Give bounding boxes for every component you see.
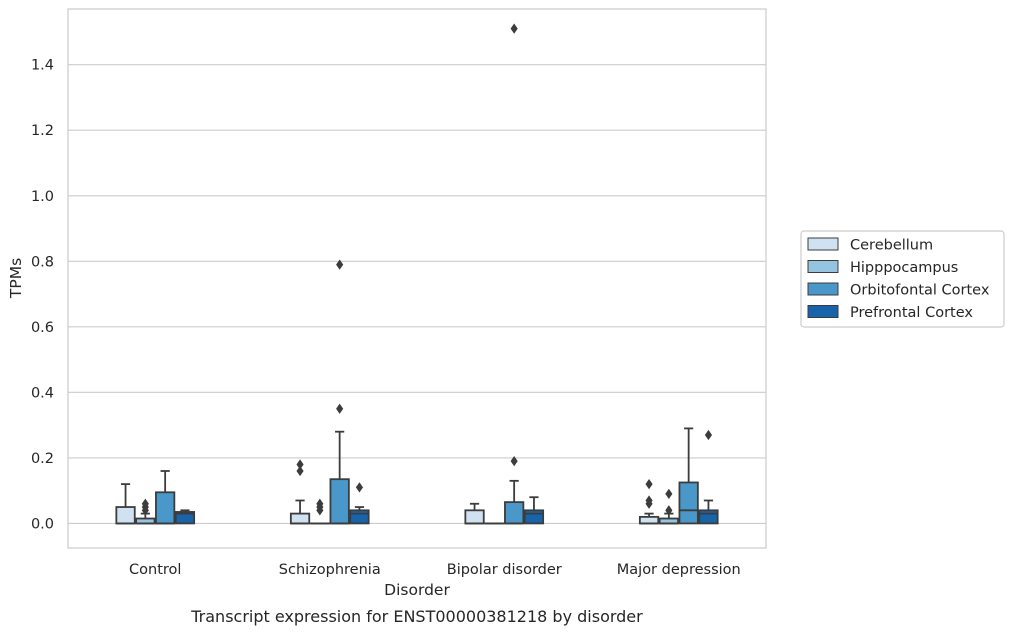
outlier-point	[141, 498, 149, 509]
box-cerebellum	[638, 478, 660, 525]
outlier-point	[645, 478, 653, 490]
x-axis-label: Disorder	[384, 581, 450, 599]
box-orbitofontal-cortex	[155, 470, 176, 525]
y-tick-label: 0.8	[31, 254, 54, 270]
outlier-point	[645, 495, 653, 506]
x-tick-label: Schizophrenia	[279, 562, 381, 578]
y-axis-tick-labels: 0.0 0.2 0.4 0.6 0.8 1.0 1.2 1.4	[31, 58, 54, 533]
box-prefrontal-cortex	[174, 509, 196, 525]
outlier-point	[665, 488, 673, 500]
box-orbitofontal-cortex	[329, 259, 350, 525]
box-plot-series	[115, 23, 719, 525]
outlier-point	[704, 429, 713, 441]
y-tick-label: 1.2	[31, 123, 54, 139]
box-body	[115, 506, 136, 525]
box-body	[523, 509, 545, 525]
box-hipppocampus	[658, 488, 679, 525]
box-orbitofontal-cortex	[504, 23, 525, 525]
legend-swatch	[807, 260, 839, 273]
y-axis-label: TPMs	[7, 258, 25, 299]
box-body	[329, 478, 350, 525]
legend: Cerebellum Hipppocampus Orbitofontal Corte…	[800, 230, 1005, 328]
gridlines	[68, 64, 766, 524]
legend-label: Prefrontal Cortex	[850, 305, 973, 321]
outlier-point	[355, 482, 364, 493]
y-tick-label: 0.0	[31, 516, 54, 532]
y-tick-label: 1.4	[31, 58, 54, 74]
legend-label: Hipppocampus	[850, 260, 958, 276]
box-cerebellum	[115, 483, 136, 525]
box-prefrontal-cortex	[698, 429, 719, 525]
x-axis-tick-labels: Control Schizophrenia Bipolar disorder Majo…	[129, 562, 741, 578]
x-tick-label: Bipolar disorder	[447, 562, 562, 578]
y-tick-label: 0.4	[31, 385, 54, 401]
box-orbitofontal-cortex	[678, 427, 699, 525]
x-tick-label: Major depression	[617, 562, 741, 578]
x-tick-label: Control	[129, 562, 181, 578]
box-body	[504, 501, 525, 525]
legend-label: Cerebellum	[850, 238, 933, 254]
box-cerebellum	[289, 459, 311, 525]
figure-caption: Transcript expression for ENST0000038121…	[190, 607, 643, 626]
outlier-point	[296, 459, 304, 470]
box-hipppocampus	[309, 498, 330, 525]
legend-frame	[800, 230, 1005, 328]
outlier-point	[510, 456, 518, 467]
legend-swatch	[807, 305, 839, 318]
outlier-point	[510, 23, 518, 34]
plot-area-frame	[67, 8, 767, 549]
outlier-point	[296, 465, 304, 477]
box-body	[349, 509, 370, 525]
legend-label: Orbitofontal Cortex	[850, 283, 990, 299]
box-body	[464, 509, 485, 525]
box-body	[174, 511, 196, 525]
box-body	[698, 509, 719, 525]
outlier-point	[336, 259, 344, 270]
y-tick-label: 1.0	[31, 189, 54, 205]
box-body	[155, 491, 176, 525]
outlier-point	[336, 403, 344, 414]
box-body	[638, 515, 660, 525]
legend-swatch	[807, 237, 839, 251]
legend-swatch	[807, 282, 839, 296]
y-tick-label: 0.6	[31, 320, 54, 336]
outlier-point	[665, 505, 673, 516]
y-tick-label: 0.2	[31, 451, 54, 467]
box-cerebellum	[464, 502, 485, 525]
box-hipppocampus	[135, 498, 156, 525]
outlier-point	[316, 498, 324, 509]
box-body	[289, 512, 311, 525]
box-prefrontal-cortex	[349, 482, 370, 525]
box-prefrontal-cortex	[523, 496, 545, 525]
box-body	[678, 481, 699, 525]
